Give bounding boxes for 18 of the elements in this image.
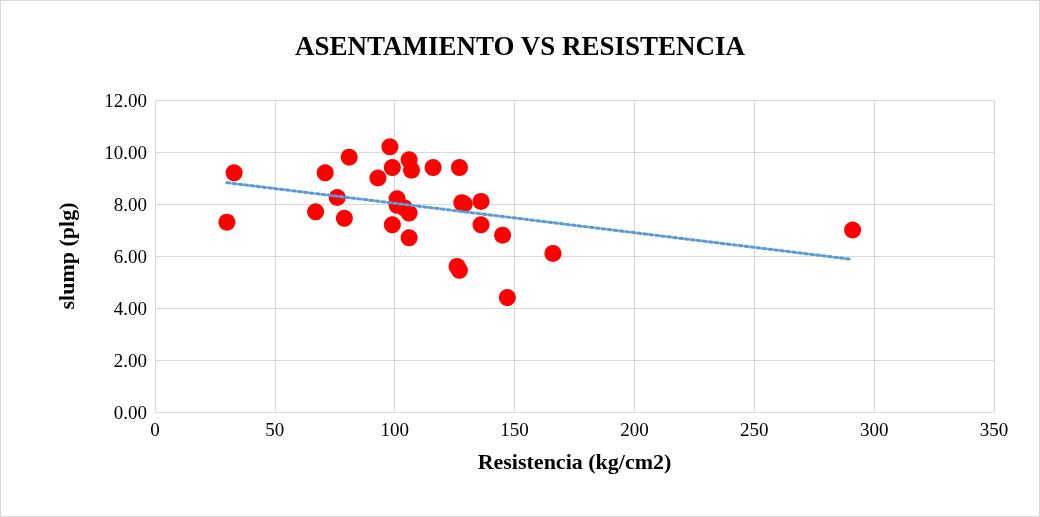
x-tick-label: 200 (620, 419, 649, 440)
y-tick-label: 10.00 (104, 141, 147, 163)
y-axis-title: slump (plg) (53, 202, 79, 310)
y-tick-label: 4.00 (113, 297, 147, 319)
x-tick-label: 250 (740, 419, 769, 440)
y-tick-label: 2.00 (113, 349, 147, 371)
chart-title: ASENTAMIENTO VS RESISTENCIA (294, 30, 746, 61)
y-tick-label: 12.00 (104, 89, 147, 111)
x-tick-label: 0 (150, 419, 160, 440)
x-tick-label: 150 (500, 419, 529, 440)
x-tick-label: 100 (380, 419, 409, 440)
x-axis-title: Resistencia (kg/cm2) (477, 448, 672, 474)
x-tick-label: 300 (859, 419, 889, 440)
x-tick-label: 350 (979, 419, 1009, 440)
y-tick-label: 6.00 (113, 245, 147, 267)
y-tick-label: 0.00 (113, 401, 147, 423)
x-tick-label: 50 (265, 419, 285, 440)
y-tick-label: 8.00 (113, 193, 147, 215)
